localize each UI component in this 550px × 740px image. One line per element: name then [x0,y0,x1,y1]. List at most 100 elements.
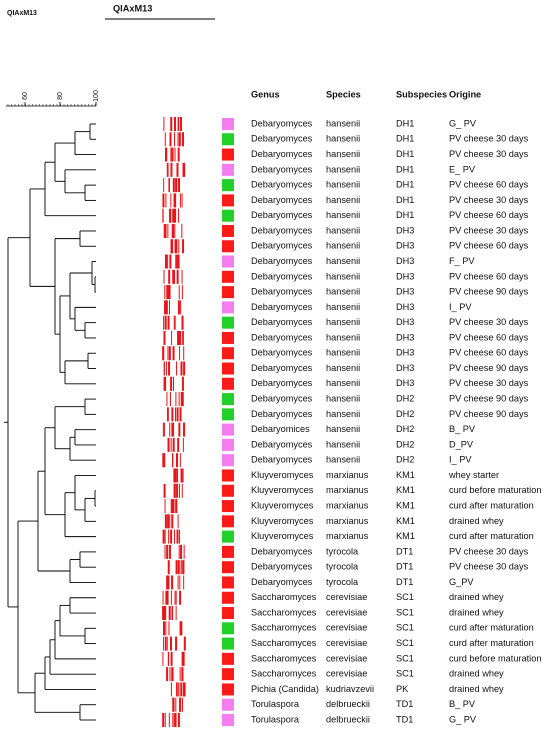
row-genus: Debaryomyces [251,378,313,388]
gel-band [163,636,165,651]
gel-band [165,621,167,636]
row-subspecies: DH3 [396,225,414,235]
group-swatch [222,393,234,406]
gel-band [171,330,173,345]
row-genus: Debaryomyces [251,562,313,572]
gel-band [169,667,171,682]
row-origine: I_ PV [449,455,472,465]
gel-band [167,514,169,529]
row-genus: Debaryomyces [251,409,313,419]
group-swatch [222,683,234,696]
gel-band [170,529,173,544]
gel-band [172,239,174,254]
row-genus: Debaryomyces [251,348,313,358]
row-origine: PV cheese 90 days [449,363,529,373]
row-subspecies: DH3 [396,241,414,251]
row-species: hansenii [326,302,360,312]
row-genus: Torulaspora [251,714,300,724]
row-subspecies: DH3 [396,317,414,327]
row-origine: PV cheese 90 days [449,287,529,297]
row-origine: PV cheese 90 days [449,394,529,404]
gel-band [167,254,169,269]
gel-band [165,590,168,605]
row-subspecies: DH2 [396,394,414,404]
row-species: marxianus [326,531,369,541]
group-swatch [222,607,234,620]
gel-band [168,529,170,544]
gel-band [182,330,184,345]
gel-band [167,346,169,361]
gel-band [164,315,167,330]
gel-band [173,223,175,238]
gel-band [183,575,185,590]
row-origine: curd before maturation [449,485,541,495]
gel-band [174,315,176,330]
group-swatch [222,301,234,314]
gel-band [177,682,179,697]
gel-band [181,392,184,407]
gel-band [168,544,171,559]
gel-band [166,667,169,682]
gel-band [172,499,175,514]
gel-band [172,606,174,621]
gel-band [181,560,183,575]
gel-band [167,407,169,422]
group-swatch [222,561,234,574]
group-swatch [222,714,234,726]
gel-band [168,621,170,636]
gel-band [168,178,170,193]
row-origine: PV cheese 30 days [449,225,529,235]
gel-band [177,147,180,162]
gel-band [182,330,184,345]
row-origine: drained whey [449,592,504,602]
gel-band [169,132,172,147]
gel-band [165,636,167,651]
gel-band [166,407,168,422]
row-origine: I_ PV [449,302,472,312]
gel-band [178,422,181,437]
gel-band [164,300,167,315]
gel-band [173,713,175,727]
row-subspecies: DH2 [396,439,414,449]
group-swatch [222,637,234,650]
group-swatch [222,423,234,436]
row-species: hansenii [326,256,360,266]
row-subspecies: KM1 [396,470,415,480]
row-species: hansenii [326,134,360,144]
column-header: Origine [449,89,481,99]
gel-band [164,132,166,147]
gel-band [163,621,166,636]
gel-band [162,453,165,468]
gel-band [176,468,178,483]
gel-band [170,193,172,208]
gel-band [168,361,171,376]
gel-band [167,560,170,575]
gel-band [175,254,177,269]
row-subspecies: DH2 [396,409,414,419]
group-swatch [222,179,234,192]
row-genus: Debaryomyces [251,287,313,297]
gel-band [176,483,179,498]
group-swatch [222,545,234,558]
row-subspecies: DH3 [396,271,414,281]
row-genus: Kluyveromyces [251,470,314,480]
gel-band [162,529,165,544]
row-origine: curd after maturation [449,623,534,633]
gel-band [175,499,178,514]
gel-band [174,193,177,208]
gel-band [170,376,173,391]
gel-band [173,315,175,330]
row-subspecies: DH2 [396,455,414,465]
group-swatch [222,500,234,513]
row-genus: Debaryomyces [251,546,313,556]
row-genus: Kluyveromyces [251,516,314,526]
gel-band [180,392,183,407]
gel-band [173,468,176,483]
gel-band [183,346,185,361]
gel-band [175,636,178,651]
gel-band [171,162,173,177]
row-subspecies: SC1 [396,638,414,648]
gel-band [164,499,166,514]
gel-band [164,544,166,559]
gel-band [172,437,175,452]
